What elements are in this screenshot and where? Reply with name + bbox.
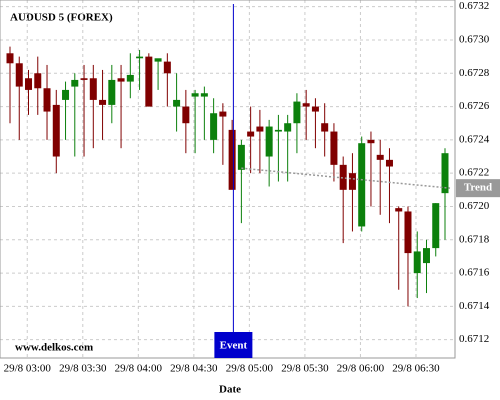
trend-line	[241, 167, 451, 189]
candle-body	[80, 78, 88, 80]
candle-body	[321, 123, 329, 132]
candle-body	[108, 79, 116, 105]
y-tick-label: 0.6720	[459, 200, 490, 212]
x-tick-label: 29/8 06:30	[392, 363, 440, 375]
candle-body	[145, 56, 153, 107]
candle-body	[228, 129, 236, 190]
candle-body	[385, 159, 393, 167]
y-tick-label: 0.6730	[459, 33, 490, 45]
candle-body	[348, 173, 356, 190]
candle-body	[62, 89, 70, 100]
x-tick-label: 29/8 04:00	[115, 363, 163, 375]
candle-body	[413, 251, 421, 274]
candle-body	[237, 144, 245, 170]
candle-body	[284, 123, 292, 132]
candle-body	[52, 104, 60, 157]
y-tick-label: 0.6724	[459, 133, 490, 145]
candle-body	[117, 78, 125, 82]
candle-body	[339, 164, 347, 190]
trend-label-box	[456, 179, 500, 198]
candle-body	[265, 126, 273, 157]
candle-body	[163, 61, 171, 74]
candle-body	[432, 203, 440, 249]
candle-body	[191, 93, 199, 97]
x-axis-title: Date	[219, 384, 241, 396]
candle-body	[173, 99, 181, 107]
trend-label: Trend	[464, 182, 492, 194]
x-tick-label: 29/8 05:00	[226, 363, 274, 375]
event-label: Event	[220, 340, 248, 352]
x-tick-label: 29/8 03:30	[59, 363, 107, 375]
candle-body	[422, 248, 430, 264]
x-tick-label: 29/8 04:30	[170, 363, 218, 375]
candle-body	[376, 154, 384, 160]
candle-body	[99, 99, 107, 105]
candle-body	[136, 56, 144, 59]
y-tick-label: 0.6718	[459, 233, 490, 245]
candle-body	[34, 73, 42, 89]
candle-body	[182, 106, 190, 124]
candle-body	[247, 131, 255, 137]
candle-body	[43, 88, 51, 112]
y-tick-label: 0.6728	[459, 67, 490, 79]
y-tick-label: 0.6722	[459, 167, 489, 179]
y-tick-label: 0.6714	[459, 300, 490, 312]
candle-body	[15, 63, 23, 87]
candle-body	[395, 208, 403, 212]
candle-body	[25, 78, 33, 90]
candle-body	[154, 58, 162, 62]
candle-body	[71, 79, 79, 87]
candle-body	[126, 74, 134, 82]
candle-body	[404, 211, 412, 254]
candle-body	[219, 111, 227, 117]
candle-body	[274, 129, 282, 132]
candle-body	[293, 101, 301, 124]
y-tick-label: 0.6726	[459, 100, 490, 112]
candle-body	[256, 126, 264, 132]
chart-title: AUDUSD 5 (FOREX)	[10, 12, 113, 24]
event-label-box	[214, 332, 253, 358]
candle-body	[89, 78, 97, 100]
y-tick-label: 0.6716	[459, 267, 490, 279]
candle-body	[210, 113, 218, 140]
x-tick-label: 29/8 06:00	[337, 363, 385, 375]
x-tick-label: 29/8 03:00	[4, 363, 52, 375]
candle-body	[200, 93, 208, 97]
watermark: www.delkos.com	[15, 342, 93, 354]
y-tick-label: 0.6732	[459, 0, 489, 12]
candle-body	[330, 131, 338, 165]
candle-body	[6, 53, 14, 64]
candle-body	[302, 103, 310, 107]
y-tick-label: 0.6712	[459, 333, 489, 345]
candle-body	[367, 139, 375, 144]
candle-body	[441, 153, 449, 194]
candle-body	[311, 106, 319, 112]
x-tick-label: 29/8 05:30	[281, 363, 329, 375]
candle-body	[358, 143, 366, 227]
